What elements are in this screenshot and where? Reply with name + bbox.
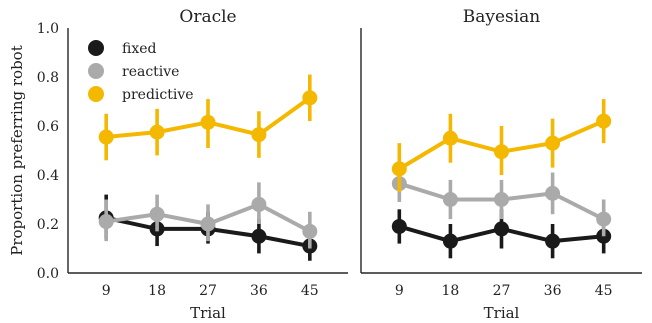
x-tick-label: 27	[199, 283, 217, 299]
y-tick-label: 1.0	[37, 21, 59, 37]
data-point-fixed	[391, 218, 407, 234]
data-point-reactive	[98, 214, 114, 230]
data-point-reactive	[545, 185, 561, 201]
legend-marker-reactive	[88, 63, 104, 79]
x-axis-label: Trial	[190, 304, 226, 322]
legend-marker-fixed	[88, 40, 104, 56]
data-point-reactive	[251, 196, 267, 212]
x-tick-label: 36	[250, 283, 268, 299]
x-tick-label: 18	[148, 283, 166, 299]
data-point-fixed	[442, 233, 458, 249]
legend-label-fixed: fixed	[122, 41, 157, 57]
panel-bayesian: Bayesian 9 18 27 36 45 Trial	[360, 7, 642, 322]
series-reactive	[391, 165, 612, 237]
data-point-reactive	[149, 206, 165, 222]
data-point-reactive	[596, 211, 612, 227]
data-point-predictive	[442, 130, 458, 146]
x-tick-label: 45	[595, 283, 613, 299]
series-predictive	[391, 99, 612, 193]
x-tick-label: 27	[493, 283, 511, 299]
y-tick-label: 0.6	[37, 119, 59, 135]
data-point-predictive	[200, 114, 216, 130]
data-point-predictive	[302, 90, 318, 106]
data-point-predictive	[494, 144, 509, 160]
x-tick-label: 36	[544, 283, 562, 299]
data-point-predictive	[251, 127, 267, 143]
data-point-reactive	[200, 216, 216, 232]
x-tick-label: 9	[395, 283, 404, 299]
x-tick-label: 45	[301, 283, 319, 299]
y-tick-label: 0.2	[37, 217, 59, 233]
legend-marker-predictive	[88, 86, 104, 102]
panel-title: Oracle	[179, 7, 236, 27]
legend: fixed reactive predictive	[88, 40, 194, 103]
data-point-predictive	[596, 113, 612, 129]
y-tick-label: 0.4	[37, 168, 59, 184]
legend-label-reactive: reactive	[122, 64, 179, 80]
series-predictive	[98, 74, 318, 161]
x-axis-label: Trial	[484, 304, 520, 322]
y-tick-label: 0.8	[37, 70, 59, 86]
data-point-predictive	[391, 161, 407, 177]
data-point-fixed	[494, 221, 509, 237]
data-point-predictive	[149, 124, 165, 140]
data-point-predictive	[98, 129, 114, 145]
data-point-reactive	[302, 223, 318, 239]
y-tick-label: 0.0	[37, 266, 59, 282]
data-point-fixed	[251, 228, 267, 244]
data-point-reactive	[442, 192, 458, 207]
panel-title: Bayesian	[463, 7, 541, 27]
panel-oracle: Oracle 9 18 27 36 45 Trial 0.0 0.2 0.4 0.6 0.8 1.0 Pr…	[8, 7, 348, 322]
legend-label-predictive: predictive	[122, 87, 194, 103]
series-reactive	[98, 182, 318, 249]
x-tick-label: 18	[441, 283, 459, 299]
data-point-predictive	[545, 135, 561, 151]
data-point-reactive	[494, 192, 509, 207]
data-point-fixed	[545, 233, 561, 249]
y-axis-label: Proportion preferring robot	[8, 45, 26, 256]
x-tick-label: 9	[102, 283, 111, 299]
